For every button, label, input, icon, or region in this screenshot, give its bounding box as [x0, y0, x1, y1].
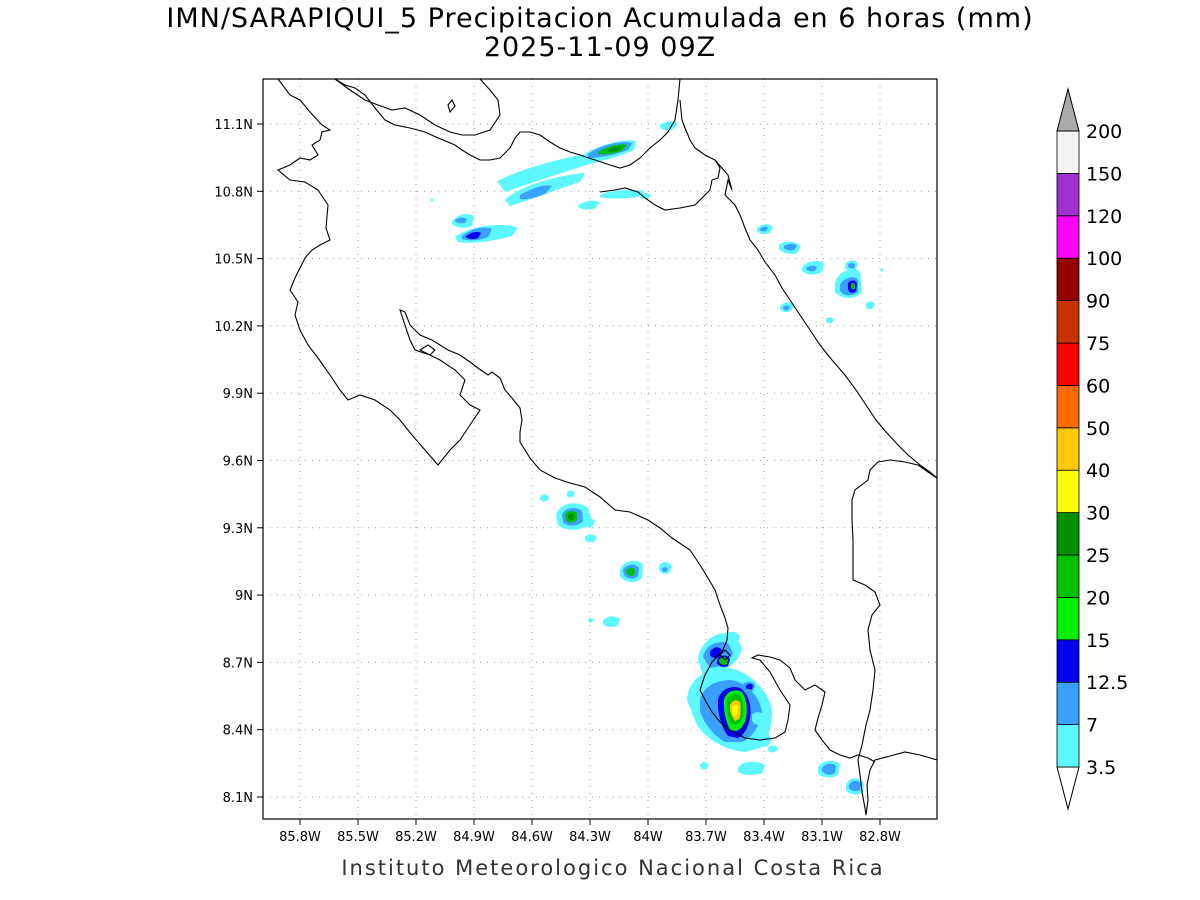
lon-tick-label: 84W — [633, 830, 663, 845]
lat-tick-label: 9.9N — [223, 387, 253, 402]
colorbar-label: 60 — [1086, 375, 1110, 397]
colorbar-label: 150 — [1086, 163, 1122, 185]
colorbar-label: 30 — [1086, 503, 1110, 525]
lon-tick-label: 85.2W — [395, 830, 437, 845]
map-title: IMN/SARAPIQUI_5 Precipitacion Acumulada … — [166, 3, 1034, 34]
lat-tick-label: 8.7N — [223, 656, 253, 671]
colorbar-label: 20 — [1086, 587, 1110, 609]
colorbar-label: 7 — [1086, 715, 1098, 737]
colorbar-high-arrow — [1056, 87, 1080, 132]
colorbar-swatch — [1056, 639, 1080, 683]
lon-tick-label: 85.8W — [279, 830, 321, 845]
lon-tick-label: 84.9W — [453, 830, 495, 845]
lat-tick-label: 11.1N — [214, 118, 253, 133]
lat-tick-label: 9.6N — [223, 455, 253, 470]
colorbar-swatch — [1056, 597, 1080, 641]
coastline — [276, 79, 937, 816]
lon-tick-label: 85.5W — [337, 830, 379, 845]
colorbar-label: 75 — [1086, 333, 1110, 355]
colorbar-label: 120 — [1086, 206, 1122, 228]
colorbar-swatch — [1056, 427, 1080, 471]
precip-cell-central-pacific — [540, 490, 672, 627]
precip-cell-osa — [687, 631, 778, 775]
lon-tick-label: 82.8W — [859, 830, 901, 845]
lon-tick-label: 83.7W — [685, 830, 727, 845]
lat-tick-label: 8.1N — [223, 791, 253, 806]
lon-tick-label: 84.6W — [511, 830, 553, 845]
lon-tick-label: 83.1W — [801, 830, 843, 845]
lon-tick-label: 83.4W — [743, 830, 785, 845]
colorbar-label: 90 — [1086, 291, 1110, 313]
lat-tick-label: 10.8N — [214, 185, 253, 200]
colorbar-swatch — [1056, 384, 1080, 429]
colorbar-swatch — [1056, 469, 1080, 514]
colorbar-swatch — [1056, 342, 1080, 386]
colorbar-label: 50 — [1086, 418, 1110, 440]
precip-speck — [430, 198, 884, 272]
lat-tick-label: 8.4N — [223, 724, 253, 739]
colorbar-swatch — [1056, 681, 1080, 726]
colorbar-swatch — [1056, 300, 1080, 344]
colorbar-swatch — [1056, 257, 1080, 302]
map-frame — [262, 78, 938, 820]
colorbar-swatch — [1056, 512, 1080, 556]
precip-cell-north-1 — [497, 121, 678, 210]
colorbar-label: 25 — [1086, 545, 1110, 567]
colorbar-swatch — [1056, 215, 1080, 259]
credit-text: Instituto Meteorologico Nacional Costa R… — [341, 856, 885, 880]
colorbar-label: 100 — [1086, 248, 1122, 270]
longitude-axis: 85.8W 85.5W 85.2W 84.9W 84.6W 84.3W 84W 83.7W 83… — [279, 819, 901, 845]
colorbar-label: 3.5 — [1086, 757, 1116, 779]
colorbar-label: 40 — [1086, 460, 1110, 482]
lat-tick-label: 9.3N — [223, 522, 253, 537]
colorbar-label: 12.5 — [1086, 672, 1128, 694]
lat-tick-label: 10.2N — [214, 320, 253, 335]
colorbar-swatch — [1056, 172, 1080, 217]
colorbar-label: 200 — [1086, 121, 1122, 143]
lat-tick-label: 10.5N — [214, 253, 253, 268]
latitude-axis: 11.1N 10.8N 10.5N 10.2N 9.9N 9.6N 9.3N 9N 8.7N 8.… — [214, 118, 263, 806]
map-gridlines — [263, 79, 937, 819]
precip-cell-northeast — [757, 224, 875, 324]
colorbar-low-arrow — [1056, 766, 1080, 811]
colorbar-label: 15 — [1086, 630, 1110, 652]
colorbar-swatch — [1056, 554, 1080, 598]
lon-tick-label: 84.3W — [569, 830, 611, 845]
map-valid-time: 2025-11-09 09Z — [483, 32, 717, 63]
lat-tick-label: 9N — [235, 589, 253, 604]
colorbar: 3.5 7 12.5 15 20 25 30 40 50 60 75 90 100 120 150 200 — [1056, 87, 1128, 811]
colorbar-swatch — [1056, 724, 1080, 768]
colorbar-swatch — [1056, 130, 1080, 174]
precipitation-shading — [430, 121, 884, 795]
precip-cell-southeast — [818, 760, 864, 795]
precip-cell-north-2 — [452, 214, 518, 243]
